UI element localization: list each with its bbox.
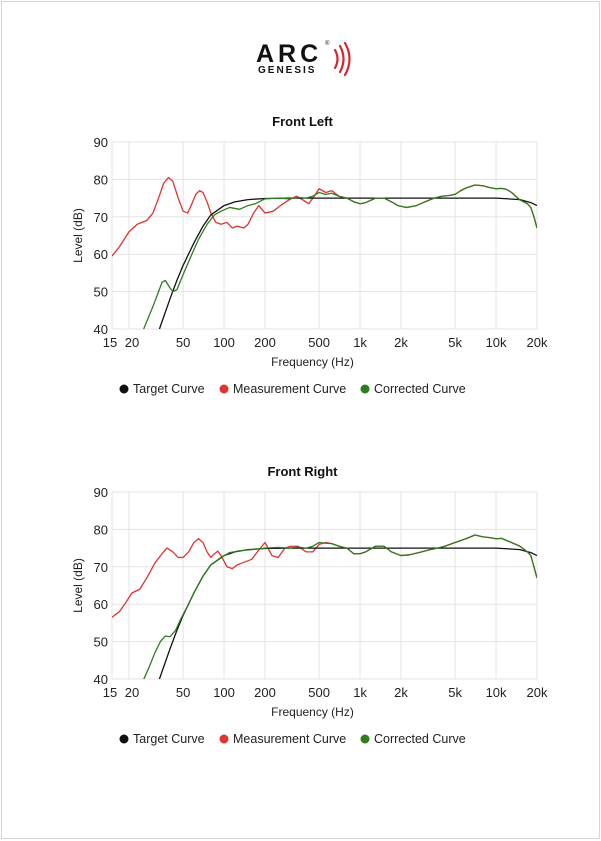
- x-tick-label: 1k: [353, 335, 367, 350]
- legend-label-corrected-curve: Corrected Curve: [374, 382, 466, 396]
- series-corrected-curve: [142, 184, 537, 329]
- y-tick-label: 90: [94, 135, 108, 150]
- y-tick-label: 60: [94, 247, 108, 262]
- chart-title: Front Left: [272, 114, 333, 129]
- legend-marker-measurement-curve: [219, 384, 229, 394]
- front-right-chart: Front Right 40 50 60 70 80 90 15 20 50 100 200 500 1k…: [71, 464, 548, 746]
- x-tick-label: 500: [308, 335, 330, 350]
- legend-label-measurement-curve: Measurement Curve: [233, 382, 346, 396]
- y-tick-label: 70: [94, 210, 108, 225]
- x-axis-label: Frequency (Hz): [271, 705, 354, 719]
- y-tick-label: 60: [94, 597, 108, 612]
- x-tick-label: 10k: [486, 335, 507, 350]
- arc-genesis-logo: ARC ® GENESIS: [242, 40, 372, 80]
- legend-label-target-curve: Target Curve: [133, 382, 205, 396]
- y-tick-label: 80: [94, 522, 108, 537]
- x-tick-label: 10k: [486, 685, 507, 700]
- legend-marker-target-curve: [119, 384, 129, 394]
- legend-marker-measurement-curve: [219, 734, 229, 744]
- sound-waves-icon: [333, 42, 351, 76]
- x-tick-label: 20: [125, 335, 139, 350]
- x-tick-label: 100: [213, 685, 235, 700]
- series-measurement-curve: [112, 534, 537, 618]
- y-tick-label: 50: [94, 285, 108, 300]
- chart-title: Front Right: [267, 464, 338, 479]
- y-tick-label: 90: [94, 485, 108, 500]
- x-tick-label: 20: [125, 685, 139, 700]
- x-tick-label: 5k: [448, 685, 462, 700]
- x-tick-label: 15: [103, 685, 117, 700]
- legend-label-target-curve: Target Curve: [133, 732, 205, 746]
- y-tick-label: 40: [94, 672, 108, 687]
- y-axis-label: Level (dB): [71, 558, 85, 613]
- legend-marker-corrected-curve: [360, 734, 370, 744]
- y-tick-label: 70: [94, 560, 108, 575]
- series-target-curve: [158, 547, 537, 679]
- series-corrected-curve: [143, 534, 537, 679]
- legend-label-corrected-curve: Corrected Curve: [374, 732, 466, 746]
- x-tick-label: 2k: [394, 685, 408, 700]
- x-tick-label: 20k: [527, 685, 548, 700]
- x-tick-label: 200: [254, 335, 276, 350]
- x-tick-label: 20k: [527, 335, 548, 350]
- x-tick-label: 200: [254, 685, 276, 700]
- x-tick-label: 100: [213, 335, 235, 350]
- x-tick-label: 1k: [353, 685, 367, 700]
- x-tick-label: 2k: [394, 335, 408, 350]
- x-tick-label: 15: [103, 335, 117, 350]
- y-tick-label: 40: [94, 322, 108, 337]
- x-tick-label: 500: [308, 685, 330, 700]
- legend-marker-corrected-curve: [360, 384, 370, 394]
- x-axis-label: Frequency (Hz): [271, 355, 354, 369]
- logo-wordmark: ARC: [256, 40, 323, 68]
- x-tick-label: 50: [176, 335, 190, 350]
- logo-registered-mark: ®: [325, 41, 330, 47]
- y-tick-label: 80: [94, 172, 108, 187]
- x-tick-label: 50: [176, 685, 190, 700]
- y-tick-label: 50: [94, 635, 108, 650]
- series-target-curve: [158, 197, 537, 329]
- front-left-chart: Front Left 40 50 60 70 80 90 15 20 50 100 200 500 1k 2…: [71, 114, 548, 396]
- legend-label-measurement-curve: Measurement Curve: [233, 732, 346, 746]
- legend-marker-target-curve: [119, 734, 129, 744]
- y-axis-label: Level (dB): [71, 208, 85, 263]
- x-tick-label: 5k: [448, 335, 462, 350]
- logo-subtitle: GENESIS: [258, 65, 317, 76]
